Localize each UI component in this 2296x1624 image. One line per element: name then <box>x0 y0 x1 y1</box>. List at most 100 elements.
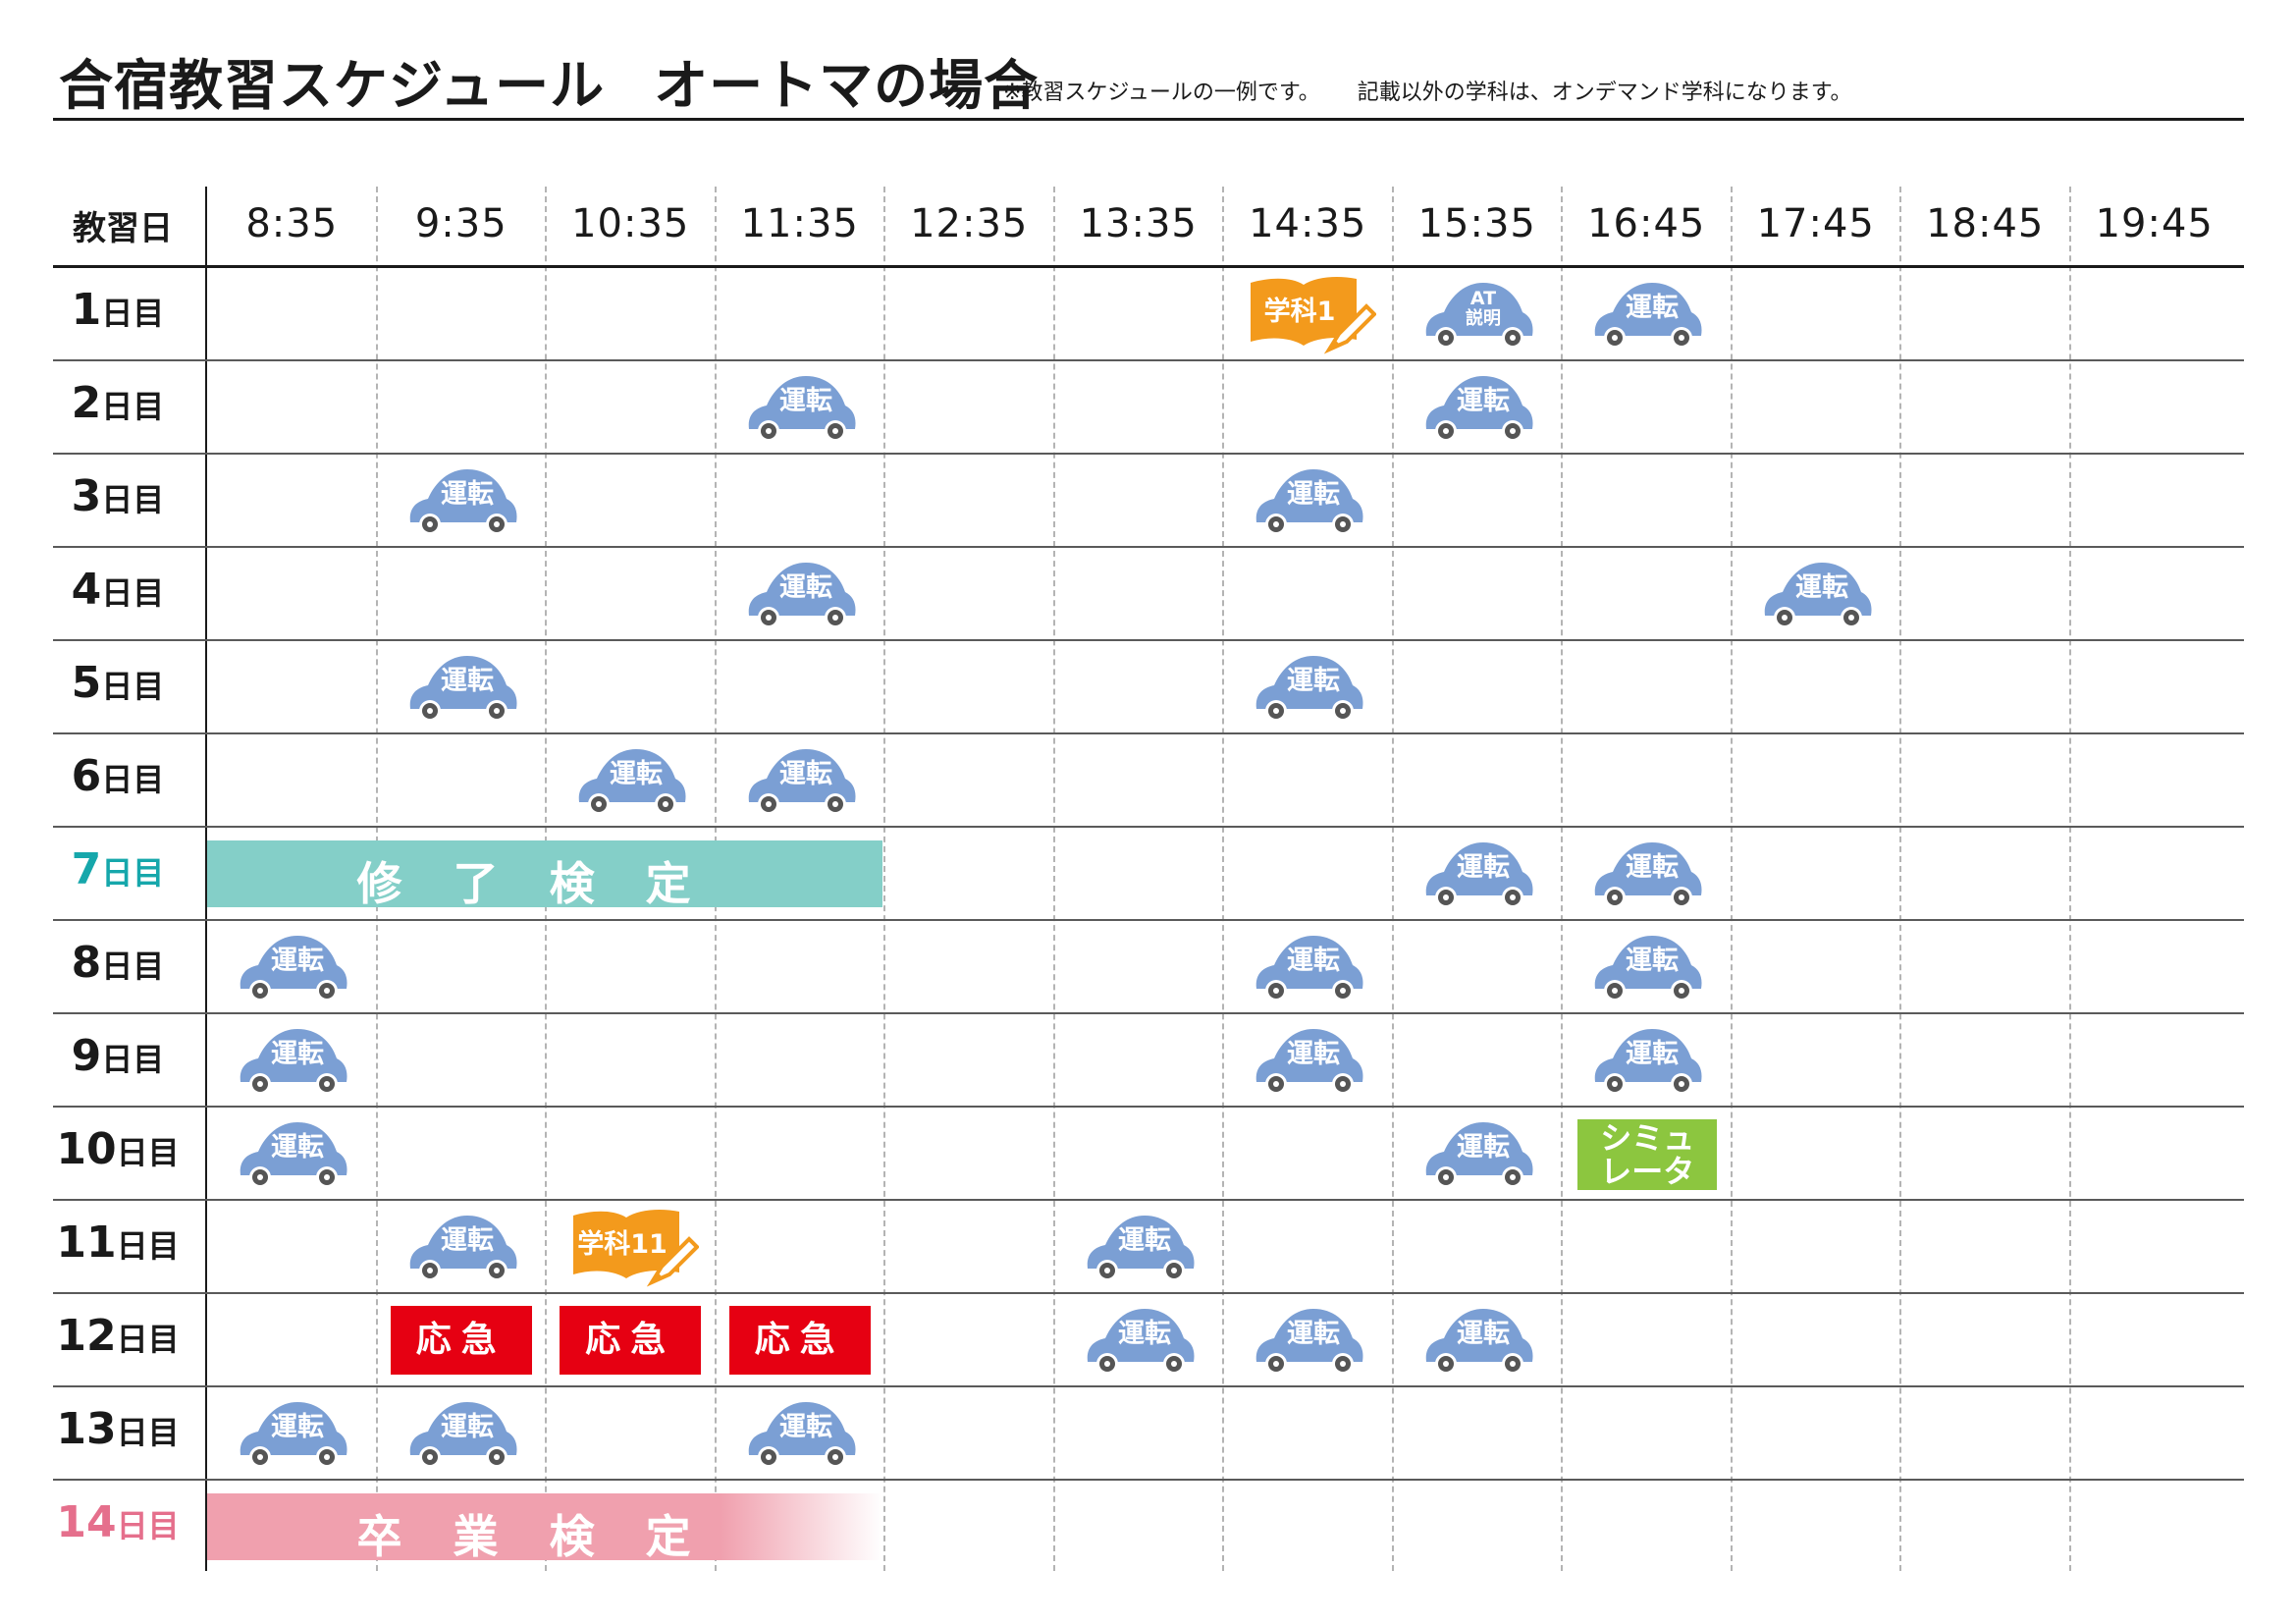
day-suffix: 日目 <box>101 761 165 798</box>
car-label-driving: 運転 <box>1287 666 1340 696</box>
row-divider <box>53 1106 2244 1108</box>
column-divider <box>883 187 885 1571</box>
day-number: 12 <box>56 1311 117 1361</box>
simulator-label-1: シミュ <box>1600 1119 1695 1157</box>
car-label-driving: 運転 <box>441 666 494 696</box>
column-divider <box>1222 187 1224 1571</box>
day-label: 2日目 <box>39 378 196 428</box>
day-suffix: 日目 <box>116 1414 180 1451</box>
column-divider <box>1730 187 1733 1571</box>
day-number: 4 <box>71 565 102 615</box>
car-icon: 運転 <box>240 936 347 1001</box>
row-header-divider <box>205 187 207 1571</box>
row-divider <box>53 546 2244 548</box>
car-label-at: AT <box>1470 288 1496 309</box>
car-icon: 運転 <box>409 469 517 535</box>
time-header: 10:35 <box>571 201 690 246</box>
page-title: 合宿教習スケジュール オートマの場合 <box>59 41 1039 120</box>
day-label: 5日目 <box>39 658 196 708</box>
car-label-driving: 運転 <box>779 386 832 416</box>
car-icon: 運転 <box>1594 936 1702 1001</box>
car-label-driving: 運転 <box>1118 1225 1171 1256</box>
car-icon: 運転 <box>748 1402 856 1468</box>
time-header: 19:45 <box>2095 201 2214 246</box>
day-suffix: 日目 <box>101 668 165 705</box>
day-label: 6日目 <box>39 751 196 801</box>
car-icon: 運転 <box>1255 1029 1363 1095</box>
simulator-box: シミュ レータ <box>1577 1119 1718 1190</box>
lecture-book-icon: 学科11 <box>573 1210 700 1287</box>
lecture-label: 学科11 <box>577 1228 667 1260</box>
day-number: 2 <box>71 378 102 428</box>
day-number: 13 <box>56 1404 117 1454</box>
day-number: 3 <box>71 471 102 521</box>
day-number: 7 <box>71 844 102 894</box>
car-icon: 運転 <box>1425 376 1533 442</box>
car-label-driving: 運転 <box>441 1412 494 1442</box>
car-icon: 運転 <box>409 1402 517 1468</box>
day-suffix: 日目 <box>116 1134 180 1171</box>
row-divider <box>53 453 2244 455</box>
car-label-driving: 運転 <box>1626 293 1679 323</box>
car-label-driving: 運転 <box>1287 1319 1340 1349</box>
day-number: 10 <box>56 1124 117 1174</box>
row-divider <box>53 1012 2244 1014</box>
car-icon: 運転 <box>1255 1309 1363 1375</box>
row-divider <box>53 732 2244 734</box>
car-label-driving: 運転 <box>1457 386 1510 416</box>
car-icon: 運転 <box>578 749 686 815</box>
day-number: 14 <box>56 1497 117 1547</box>
day-number: 8 <box>71 938 102 988</box>
day-suffix: 日目 <box>101 1041 165 1078</box>
time-header: 14:35 <box>1249 201 1367 246</box>
car-label-driving: 運転 <box>271 946 324 976</box>
title-underline <box>53 118 2244 121</box>
day-suffix: 日目 <box>101 854 165 892</box>
column-divider <box>2068 187 2071 1571</box>
car-label-driving: 運転 <box>271 1132 324 1163</box>
row-divider <box>53 1199 2244 1201</box>
car-icon: 運転 <box>1594 842 1702 908</box>
car-label-driving: 運転 <box>779 759 832 789</box>
car-label-driving: 運転 <box>1287 1039 1340 1069</box>
day-suffix: 日目 <box>101 947 165 985</box>
row-divider <box>53 826 2244 828</box>
car-icon: 運転 <box>409 656 517 722</box>
completion-exam-band: 修了検定 <box>207 840 882 910</box>
car-label-driving: 運転 <box>779 572 832 603</box>
row-divider <box>53 919 2244 921</box>
title-main: 合宿教習スケジュール <box>59 54 606 117</box>
time-header: 16:45 <box>1587 201 1706 246</box>
time-header: 17:45 <box>1756 201 1875 246</box>
car-label-driving: 運転 <box>1457 1132 1510 1163</box>
car-icon: 運転 <box>748 749 856 815</box>
row-divider <box>53 639 2244 641</box>
car-icon: 運転 <box>748 376 856 442</box>
emergency-box: 応急 <box>560 1306 702 1375</box>
row-divider <box>53 1479 2244 1481</box>
car-label-driving: 運転 <box>1457 852 1510 883</box>
car-label-driving: 運転 <box>1457 1319 1510 1349</box>
header-divider <box>53 265 2244 268</box>
car-label-driving: 運転 <box>779 1412 832 1442</box>
car-label-driving: 運転 <box>441 479 494 510</box>
column-divider <box>1391 187 1394 1571</box>
time-header: 13:35 <box>1079 201 1198 246</box>
car-icon: 運転 <box>748 563 856 628</box>
exam-char: 検 <box>549 1510 595 1563</box>
day-label: 10日目 <box>39 1124 196 1174</box>
day-label: 12日目 <box>39 1311 196 1361</box>
graduation-exam-band: 卒業検定 <box>207 1493 882 1563</box>
car-label-driving: 運転 <box>1118 1319 1171 1349</box>
day-number: 5 <box>71 658 102 708</box>
day-label: 1日目 <box>39 285 196 335</box>
day-label: 11日目 <box>39 1218 196 1268</box>
row-divider <box>53 1292 2244 1294</box>
time-header: 8:35 <box>245 201 339 246</box>
note-ondemand: 記載以外の学科は、オンデマンド学科になります。 <box>1357 81 1852 105</box>
car-label-driving: 運転 <box>1626 946 1679 976</box>
car-label-driving: 運転 <box>1287 479 1340 510</box>
car-label-driving: 運転 <box>1795 572 1848 603</box>
